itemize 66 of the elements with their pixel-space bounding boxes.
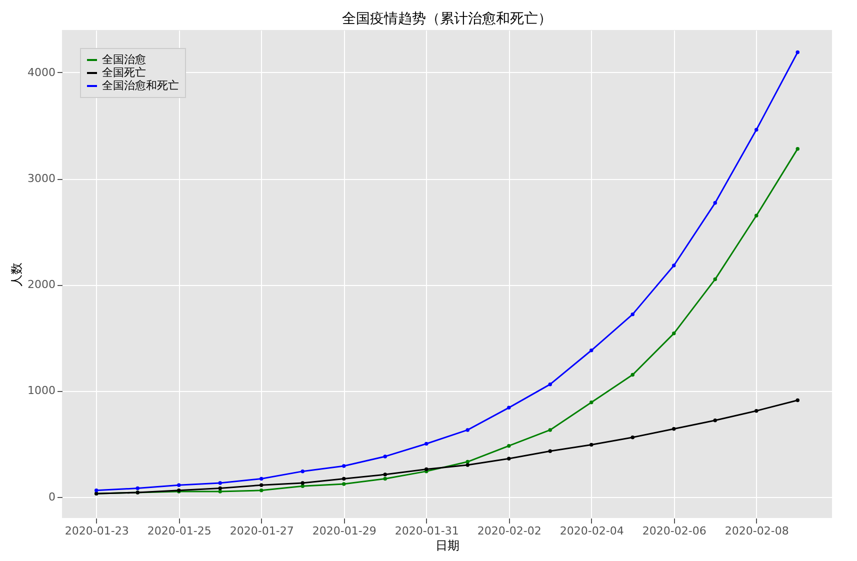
point	[466, 463, 470, 467]
y-tick-label: 4000	[28, 66, 56, 79]
point	[466, 460, 470, 464]
point	[630, 312, 634, 316]
point	[300, 469, 304, 474]
point	[630, 372, 634, 377]
legend-label: 全国死亡	[102, 66, 146, 79]
point	[260, 488, 264, 492]
point	[548, 449, 552, 454]
point	[672, 264, 676, 268]
y-axis-title: 人数	[10, 262, 24, 286]
point	[796, 146, 800, 151]
point	[177, 483, 181, 487]
y-tick-label: 3000	[28, 172, 56, 186]
x-tick-label: 2020-02-06	[642, 524, 706, 538]
point	[383, 476, 387, 481]
point	[342, 464, 346, 468]
point	[466, 428, 470, 432]
point	[218, 490, 222, 494]
point	[383, 454, 387, 458]
x-tick-label: 2020-01-23	[64, 524, 129, 538]
point	[218, 486, 222, 490]
point	[713, 418, 717, 422]
x-tick-label: 2020-01-27	[230, 524, 294, 538]
x-tick-label: 2020-02-04	[560, 524, 624, 538]
point	[507, 406, 511, 410]
point	[342, 482, 346, 486]
point	[94, 488, 98, 492]
x-tick-label: 2020-02-08	[724, 524, 789, 538]
x-tick-label: 2020-01-25	[147, 524, 212, 538]
chart-title: 全国疫情趋势（累计治愈和死亡）	[342, 11, 552, 27]
point	[796, 398, 800, 402]
point	[590, 348, 594, 352]
point	[548, 428, 552, 432]
point	[383, 472, 387, 476]
y-tick-label: 0	[48, 490, 56, 504]
point	[424, 442, 428, 446]
legend-label: 全国治愈和死亡	[102, 79, 179, 92]
x-tick-label: 2020-01-31	[394, 524, 459, 538]
point	[300, 484, 304, 488]
point	[754, 128, 758, 132]
point	[507, 444, 511, 448]
legend-label: 全国治愈	[102, 53, 146, 66]
point	[672, 332, 676, 336]
point	[754, 408, 758, 413]
point	[590, 400, 594, 404]
point	[260, 483, 264, 487]
point	[136, 486, 140, 490]
y-tick-label: 1000	[28, 384, 56, 398]
point	[713, 277, 717, 282]
point	[300, 481, 304, 485]
point	[630, 436, 634, 440]
point	[548, 382, 552, 386]
point	[713, 201, 717, 205]
point	[260, 476, 264, 481]
point	[507, 456, 511, 460]
point	[672, 427, 676, 431]
point	[342, 476, 346, 481]
point	[796, 50, 800, 54]
x-axis-title: 日期	[436, 538, 460, 552]
x-tick-label: 2020-02-02	[477, 524, 542, 538]
point	[218, 481, 222, 485]
point	[754, 214, 758, 218]
x-tick-label: 2020-01-29	[312, 524, 376, 538]
point	[590, 442, 594, 447]
y-tick-label: 2000	[28, 278, 56, 292]
